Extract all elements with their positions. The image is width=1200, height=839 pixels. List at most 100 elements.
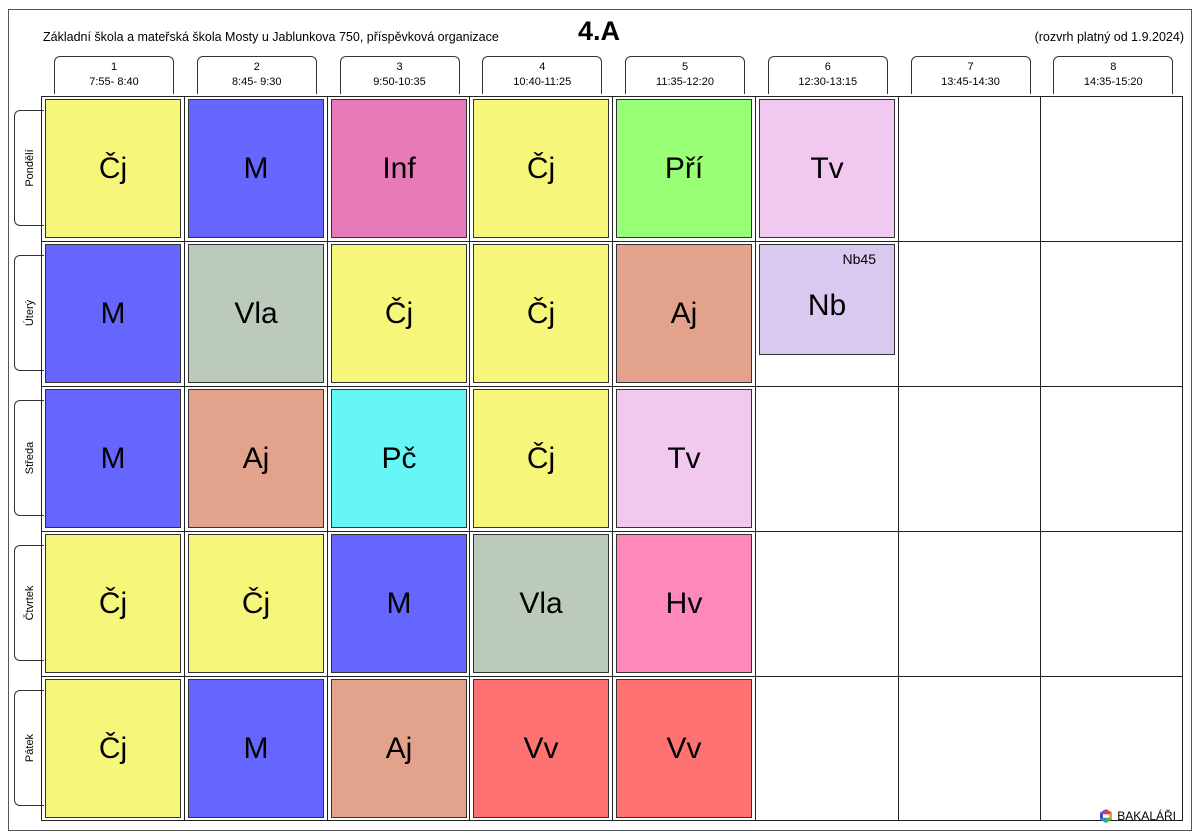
- lesson-cell[interactable]: Hv: [616, 534, 752, 673]
- day-label: Středa: [23, 441, 36, 475]
- day-label: Čtvrtek: [23, 585, 36, 621]
- lesson-cell[interactable]: Aj: [331, 679, 467, 818]
- lesson-cell[interactable]: Pč: [331, 389, 467, 528]
- lesson-subject: Pč: [381, 441, 417, 475]
- lesson-subject: Hv: [665, 586, 703, 620]
- lesson-cell[interactable]: M: [45, 389, 181, 528]
- grid-row-divider: [41, 676, 1183, 677]
- validity-note: (rozvrh platný od 1.9.2024): [1034, 30, 1184, 44]
- lesson-subject: Čj: [384, 296, 414, 330]
- school-name: Základní škola a mateřská škola Mosty u …: [43, 30, 499, 44]
- grid-row-divider: [41, 386, 1183, 387]
- lesson-cell[interactable]: M: [188, 679, 324, 818]
- lesson-cell[interactable]: Aj: [616, 244, 752, 383]
- day-label: Pondělí: [23, 149, 36, 187]
- lesson-subject: Čj: [526, 441, 556, 475]
- period-time: 8:45- 9:30: [231, 76, 282, 88]
- period-time: 7:55- 8:40: [89, 76, 139, 88]
- lesson-subject: Tv: [810, 151, 844, 185]
- period-header: 8 14:35-15:20: [1053, 56, 1174, 94]
- period-number: 6: [824, 61, 831, 73]
- lesson-subject: Aj: [242, 441, 270, 475]
- grid-column-divider: [755, 96, 756, 821]
- period-time: 13:45-14:30: [941, 76, 1000, 88]
- logo-text: BAKALÁŘI: [1117, 809, 1176, 823]
- period-header: 4 10:40-11:25: [482, 56, 603, 94]
- lesson-subject: Aj: [385, 731, 413, 765]
- period-time: 11:35-12:20: [656, 76, 714, 88]
- period-header: 2 8:45- 9:30: [196, 56, 317, 94]
- lesson-subject: Vv: [666, 731, 702, 765]
- lesson-cell[interactable]: Čj: [473, 244, 609, 383]
- lesson-subject: Čj: [98, 586, 128, 620]
- lesson-cell[interactable]: Čj: [45, 679, 181, 818]
- grid-column-divider: [898, 96, 899, 821]
- period-time: 9:50-10:35: [373, 76, 426, 88]
- lesson-cell[interactable]: Tv: [616, 389, 752, 528]
- grid-column-divider: [184, 96, 185, 821]
- lesson-cell[interactable]: Tv: [759, 99, 895, 238]
- period-header: 7 13:45-14:30: [910, 56, 1031, 94]
- lesson-subject: M: [100, 441, 126, 475]
- lesson-cell[interactable]: Pří: [616, 99, 752, 238]
- lesson-subject: Čj: [98, 151, 128, 185]
- lesson-subject: Pří: [664, 151, 704, 185]
- day-label: Pátek: [23, 733, 36, 763]
- period-header: 3 9:50-10:35: [339, 56, 460, 94]
- period-header: 5 11:35-12:20: [625, 56, 745, 94]
- class-title: 4.A: [578, 16, 621, 46]
- lesson-cell[interactable]: Aj: [188, 389, 324, 528]
- lesson-cell[interactable]: Vv: [616, 679, 752, 818]
- lesson-cell[interactable]: Čj: [331, 244, 467, 383]
- grid-column-divider: [1040, 96, 1041, 821]
- day-label: Úterý: [23, 299, 36, 327]
- lesson-cell[interactable]: M: [188, 99, 324, 238]
- period-number: 7: [967, 61, 974, 73]
- lesson-cell[interactable]: Inf: [331, 99, 467, 238]
- period-number: 1: [110, 61, 118, 73]
- day-header: Čtvrtek: [14, 545, 44, 661]
- lesson-subject: M: [243, 731, 269, 765]
- period-number: 4: [539, 61, 546, 73]
- lesson-subject: Aj: [670, 296, 698, 330]
- bakalari-logo-icon: [1100, 809, 1113, 823]
- lesson-subject: Vla: [234, 296, 278, 330]
- grid-column-divider: [612, 96, 613, 821]
- lesson-subject: Vv: [523, 731, 559, 765]
- lesson-cell[interactable]: Čj: [473, 389, 609, 528]
- lesson-cell[interactable]: Nb Nb45: [759, 244, 895, 355]
- grid-row-divider: [41, 241, 1183, 242]
- lesson-subject: Nb: [807, 288, 847, 322]
- grid-column-divider: [469, 96, 470, 821]
- day-header: Pondělí: [14, 110, 44, 226]
- lesson-cell[interactable]: M: [45, 244, 181, 383]
- lesson-subject: Tv: [667, 441, 701, 475]
- period-number: 2: [253, 61, 260, 73]
- lesson-cell[interactable]: Čj: [188, 534, 324, 673]
- period-number: 5: [681, 61, 689, 73]
- lesson-subject: Inf: [382, 151, 416, 185]
- lesson-cell[interactable]: Vla: [473, 534, 609, 673]
- day-header: Úterý: [14, 255, 44, 371]
- grid-column-divider: [327, 96, 328, 821]
- lesson-subject: M: [243, 151, 269, 185]
- lesson-cell[interactable]: Čj: [45, 99, 181, 238]
- lesson-cell[interactable]: Čj: [45, 534, 181, 673]
- lesson-cell[interactable]: Vv: [473, 679, 609, 818]
- lesson-cell[interactable]: M: [331, 534, 467, 673]
- period-time: 14:35-15:20: [1083, 76, 1143, 88]
- lesson-subject: M: [386, 586, 412, 620]
- period-time: 12:30-13:15: [798, 76, 858, 88]
- period-header: 1 7:55- 8:40: [54, 56, 174, 94]
- grid-row-divider: [41, 531, 1183, 532]
- period-header: 6 12:30-13:15: [767, 56, 888, 94]
- timetable-frame: [8, 9, 1192, 831]
- lesson-subject: Čj: [241, 586, 271, 620]
- lesson-subject: M: [100, 296, 126, 330]
- lesson-cell[interactable]: Vla: [188, 244, 324, 383]
- lesson-subject: Čj: [98, 731, 128, 765]
- bakalari-logo: BAKALÁŘI: [1099, 809, 1176, 823]
- day-header: Středa: [14, 400, 44, 516]
- lesson-cell[interactable]: Čj: [473, 99, 609, 238]
- lesson-subject: Čj: [526, 296, 556, 330]
